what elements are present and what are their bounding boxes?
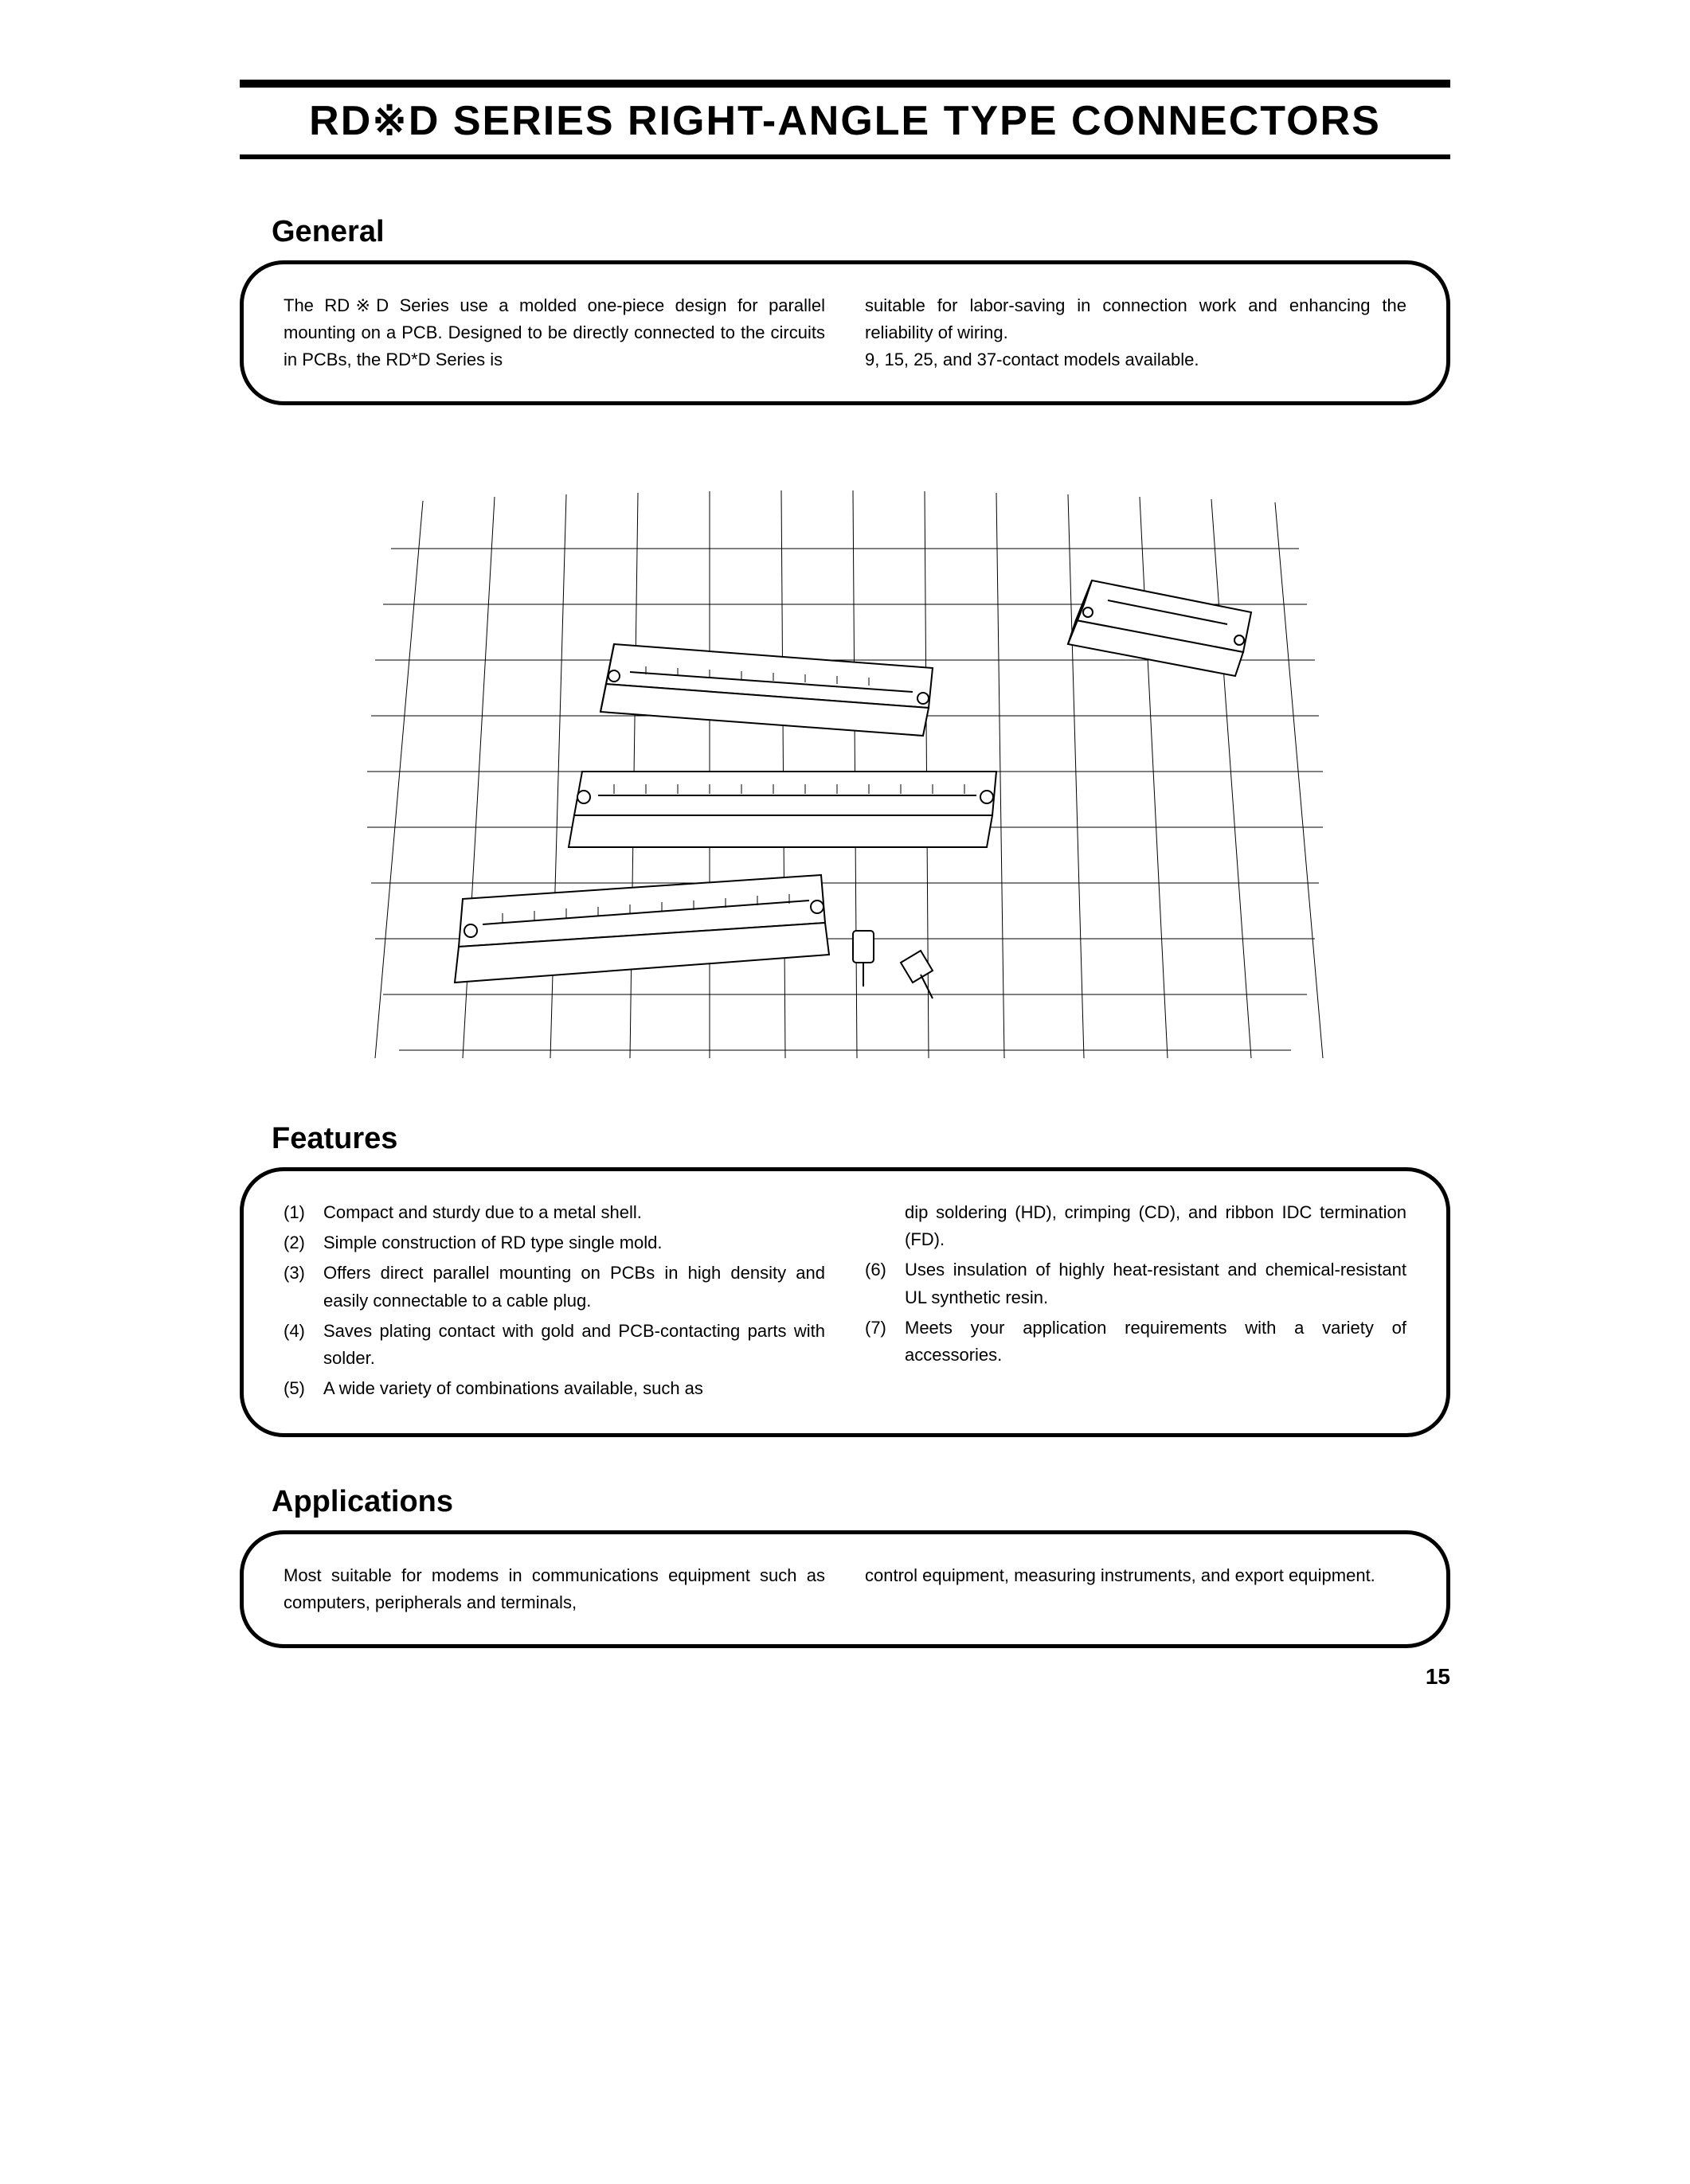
feature-text: A wide variety of combinations available… [323,1375,825,1402]
applications-columns: Most suitable for modems in communicatio… [284,1562,1406,1616]
feature-item: (6)Uses insulation of highly heat-resist… [865,1256,1406,1311]
feature-num [865,1199,905,1253]
feature-num: (4) [284,1318,323,1372]
features-box: (1)Compact and sturdy due to a metal she… [240,1167,1450,1437]
feature-num: (5) [284,1375,323,1402]
features-col2: dip soldering (HD), crimping (CD), and r… [865,1199,1406,1405]
title-rule-bottom [240,154,1450,159]
general-col2: suitable for labor-saving in connection … [865,292,1406,373]
page-title: RD※D SERIES RIGHT-ANGLE TYPE CONNECTORS [240,97,1450,145]
applications-box: Most suitable for modems in communicatio… [240,1530,1450,1648]
page-container: RD※D SERIES RIGHT-ANGLE TYPE CONNECTORS … [80,0,1610,1737]
applications-col2: control equipment, measuring instruments… [865,1562,1406,1616]
general-box: The RD※D Series use a molded one-piece d… [240,260,1450,405]
feature-text: Compact and sturdy due to a metal shell. [323,1199,825,1226]
feature-num: (6) [865,1256,905,1311]
general-heading: General [272,215,1450,249]
feature-num: (1) [284,1199,323,1226]
features-col1: (1)Compact and sturdy due to a metal she… [284,1199,825,1405]
feature-text: Uses insulation of highly heat-resistant… [905,1256,1406,1311]
general-columns: The RD※D Series use a molded one-piece d… [284,292,1406,373]
feature-text: Simple construction of RD type single mo… [323,1229,825,1256]
page-number: 15 [240,1664,1450,1690]
feature-item: (2)Simple construction of RD type single… [284,1229,825,1256]
applications-heading: Applications [272,1485,1450,1519]
feature-text: Offers direct parallel mounting on PCBs … [323,1260,825,1314]
general-col1: The RD※D Series use a molded one-piece d… [284,292,825,373]
feature-item: dip soldering (HD), crimping (CD), and r… [865,1199,1406,1253]
feature-text: Saves plating contact with gold and PCB-… [323,1318,825,1372]
feature-item: (4)Saves plating contact with gold and P… [284,1318,825,1372]
feature-item: (7)Meets your application requirements w… [865,1315,1406,1369]
feature-num: (7) [865,1315,905,1369]
features-heading: Features [272,1122,1450,1156]
feature-text: dip soldering (HD), crimping (CD), and r… [905,1199,1406,1253]
connector-illustration [327,453,1363,1074]
feature-num: (3) [284,1260,323,1314]
feature-item: (5)A wide variety of combinations availa… [284,1375,825,1402]
feature-item: (1)Compact and sturdy due to a metal she… [284,1199,825,1226]
feature-num: (2) [284,1229,323,1256]
features-columns: (1)Compact and sturdy due to a metal she… [284,1199,1406,1405]
feature-item: (3)Offers direct parallel mounting on PC… [284,1260,825,1314]
connector-drawing-svg [327,453,1363,1074]
applications-col1: Most suitable for modems in communicatio… [284,1562,825,1616]
feature-text: Meets your application requirements with… [905,1315,1406,1369]
title-rule-top [240,80,1450,88]
